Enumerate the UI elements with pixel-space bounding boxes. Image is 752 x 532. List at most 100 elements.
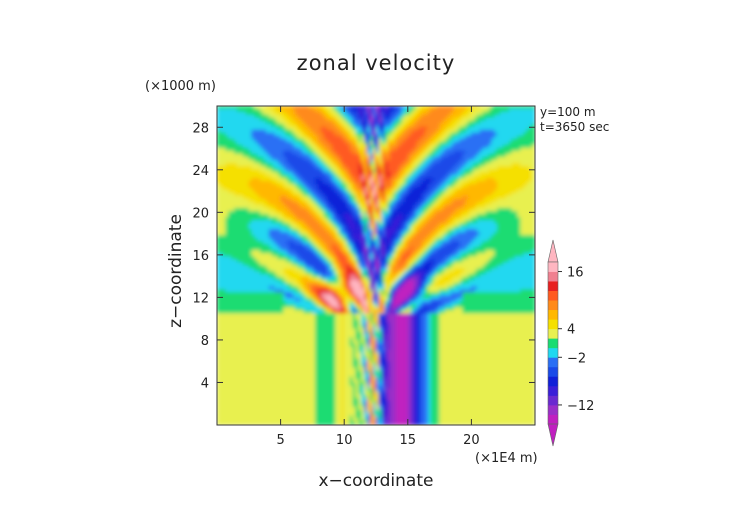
heatmap-cell	[372, 123, 377, 128]
heatmap-cell	[242, 123, 247, 128]
heatmap-cell	[393, 189, 397, 194]
heatmap-cell	[335, 144, 339, 149]
heatmap-cell	[222, 229, 227, 233]
heatmap-cell	[502, 159, 507, 164]
heatmap-cell	[404, 195, 409, 200]
heatmap-cell	[404, 135, 409, 140]
heatmap-cell	[479, 195, 484, 200]
heatmap-cell	[268, 214, 273, 218]
heatmap-cell	[317, 180, 322, 185]
heatmap-cell	[387, 183, 391, 188]
heatmap-cell	[393, 126, 397, 131]
heatmap-cell	[245, 117, 250, 122]
heatmap-cell	[416, 208, 420, 212]
heatmap-cell	[349, 214, 354, 218]
heatmap-cell	[439, 117, 443, 122]
heatmap-cell	[225, 211, 230, 215]
heatmap-cell	[508, 217, 513, 221]
heatmap-cell	[494, 198, 498, 203]
heatmap-cell	[251, 208, 256, 212]
heatmap-cell	[471, 195, 475, 200]
heatmap-cell	[245, 180, 250, 185]
heatmap-cell	[277, 168, 282, 173]
heatmap-cell	[234, 123, 238, 128]
heatmap-cell	[372, 108, 377, 113]
heatmap-cell	[294, 106, 299, 110]
heatmap-cell	[523, 106, 527, 110]
heatmap-cell	[234, 111, 238, 116]
heatmap-cell	[346, 214, 351, 218]
heatmap-cell	[343, 214, 348, 218]
heatmap-cell	[381, 208, 386, 212]
heatmap-cell	[262, 126, 267, 131]
heatmap-cell	[517, 195, 522, 200]
heatmap-cell	[291, 129, 296, 134]
heatmap-cell	[508, 147, 513, 152]
heatmap-cell	[471, 168, 475, 173]
heatmap-cell	[312, 211, 316, 215]
heatmap-cell	[338, 141, 342, 146]
heatmap-cell	[479, 162, 484, 167]
heatmap-cell	[280, 123, 284, 128]
heatmap-cell	[416, 129, 420, 134]
heatmap-cell	[294, 186, 299, 191]
heatmap-cell	[450, 198, 455, 203]
heatmap-cell	[323, 226, 328, 230]
heatmap-cell	[343, 205, 348, 209]
heatmap-cell	[471, 141, 475, 146]
heatmap-cell	[294, 162, 299, 167]
heatmap-cell	[491, 150, 496, 155]
heatmap-cell	[254, 126, 258, 131]
heatmap-cell	[219, 174, 224, 179]
heatmap-cell	[257, 108, 261, 113]
heatmap-cell	[520, 159, 524, 164]
annotation-y: y=100 m	[540, 105, 596, 119]
heatmap-cell	[314, 211, 319, 215]
heatmap-cell	[447, 217, 452, 221]
heatmap-cell	[427, 174, 432, 179]
heatmap-cell	[471, 180, 475, 185]
heatmap-cell	[317, 135, 322, 140]
heatmap-cell	[404, 192, 409, 197]
heatmap-cell	[517, 226, 522, 230]
heatmap-cell	[410, 202, 415, 206]
heatmap-cell	[291, 114, 296, 119]
heatmap-cell	[410, 106, 415, 110]
heatmap-cell	[265, 171, 270, 176]
heatmap-cell	[433, 177, 438, 182]
heatmap-cell	[511, 162, 516, 167]
heatmap-cell	[317, 186, 322, 191]
heatmap-cell	[222, 214, 227, 218]
heatmap-cell	[471, 177, 475, 182]
heatmap-cell	[286, 223, 290, 227]
heatmap-cell	[473, 138, 478, 143]
heatmap-cell	[268, 171, 273, 176]
heatmap-cell	[442, 117, 446, 122]
heatmap-cell	[274, 106, 279, 110]
heatmap-cell	[309, 223, 313, 227]
heatmap-cell	[514, 106, 519, 110]
heatmap-cell	[367, 211, 371, 215]
heatmap-cell	[251, 192, 256, 197]
heatmap-cell	[407, 141, 412, 146]
heatmap-cell	[462, 114, 467, 119]
heatmap-cell	[372, 156, 377, 161]
heatmap-cell	[430, 180, 435, 185]
heatmap-cell	[531, 120, 535, 125]
heatmap-cell	[314, 223, 319, 227]
heatmap-cell	[500, 186, 504, 191]
heatmap-cell	[326, 195, 331, 200]
heatmap-cell	[242, 208, 247, 212]
heatmap-cell	[303, 114, 308, 119]
heatmap-cell	[450, 132, 455, 137]
heatmap-cell	[225, 180, 230, 185]
heatmap-cell	[231, 186, 235, 191]
heatmap-cell	[401, 165, 406, 170]
heatmap-cell	[433, 174, 438, 179]
heatmap-cell	[395, 192, 400, 197]
heatmap-cell	[239, 192, 244, 197]
heatmap-cell	[491, 144, 496, 149]
heatmap-cell	[361, 177, 365, 182]
heatmap-cell	[349, 205, 354, 209]
heatmap-cell	[286, 174, 290, 179]
